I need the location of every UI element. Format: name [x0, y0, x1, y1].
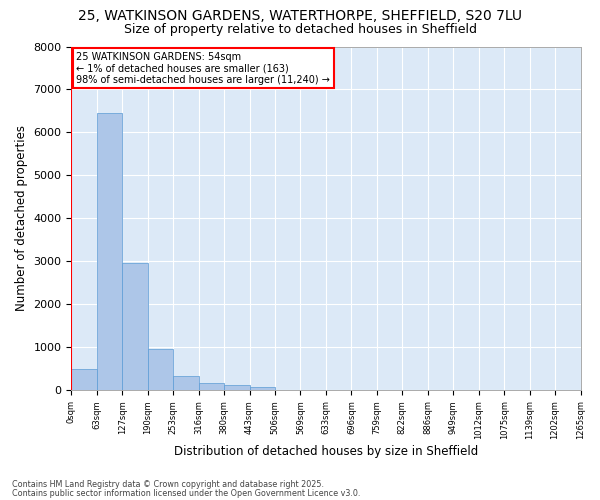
Bar	[148, 348, 173, 390]
Text: Contains HM Land Registry data © Crown copyright and database right 2025.: Contains HM Land Registry data © Crown c…	[12, 480, 324, 489]
Text: Size of property relative to detached houses in Sheffield: Size of property relative to detached ho…	[124, 22, 476, 36]
Bar	[122, 263, 148, 390]
Bar	[173, 376, 199, 390]
Bar	[71, 368, 97, 390]
X-axis label: Distribution of detached houses by size in Sheffield: Distribution of detached houses by size …	[174, 444, 478, 458]
Bar	[224, 386, 250, 390]
Text: 25 WATKINSON GARDENS: 54sqm
← 1% of detached houses are smaller (163)
98% of sem: 25 WATKINSON GARDENS: 54sqm ← 1% of deta…	[76, 52, 331, 85]
Bar	[97, 113, 122, 390]
Text: 25, WATKINSON GARDENS, WATERTHORPE, SHEFFIELD, S20 7LU: 25, WATKINSON GARDENS, WATERTHORPE, SHEF…	[78, 9, 522, 23]
Text: Contains public sector information licensed under the Open Government Licence v3: Contains public sector information licen…	[12, 489, 361, 498]
Bar	[250, 387, 275, 390]
Bar	[199, 383, 224, 390]
Y-axis label: Number of detached properties: Number of detached properties	[15, 126, 28, 312]
